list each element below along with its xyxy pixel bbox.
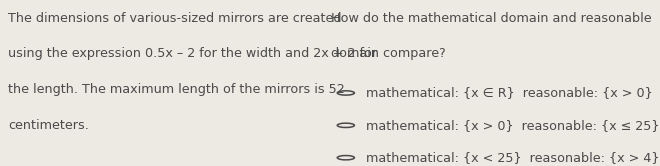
Text: domain compare?: domain compare? bbox=[331, 47, 446, 60]
Text: using the expression 0.5x – 2 for the width and 2x + 2 for: using the expression 0.5x – 2 for the wi… bbox=[8, 47, 377, 60]
Text: the length. The maximum length of the mirrors is 52: the length. The maximum length of the mi… bbox=[8, 83, 345, 96]
Text: How do the mathematical domain and reasonable: How do the mathematical domain and reaso… bbox=[331, 12, 652, 25]
Text: mathematical: {x < 25}  reasonable: {x > 4}: mathematical: {x < 25} reasonable: {x > … bbox=[366, 151, 659, 164]
Text: mathematical: {x ∈ R}  reasonable: {x > 0}: mathematical: {x ∈ R} reasonable: {x > 0… bbox=[366, 86, 652, 99]
Text: The dimensions of various-sized mirrors are created: The dimensions of various-sized mirrors … bbox=[8, 12, 341, 25]
Text: centimeters.: centimeters. bbox=[8, 119, 89, 132]
Text: mathematical: {x > 0}  reasonable: {x ≤ 25}: mathematical: {x > 0} reasonable: {x ≤ 2… bbox=[366, 119, 659, 132]
